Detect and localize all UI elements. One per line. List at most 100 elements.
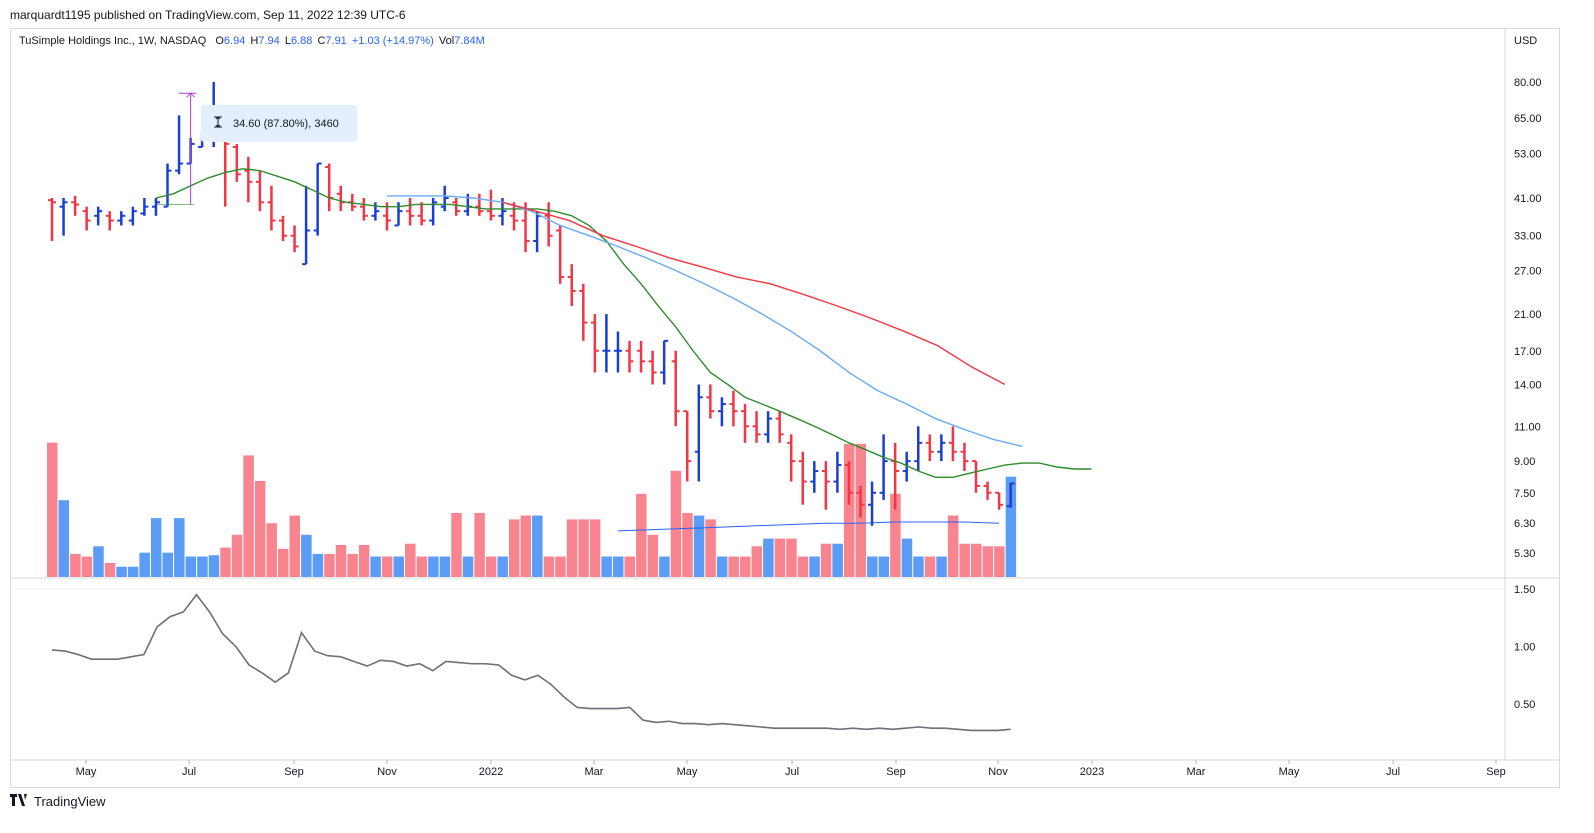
- price-tick-label: 9.00: [1514, 456, 1535, 468]
- volume-bar: [774, 538, 786, 577]
- time-axis-label: Jul: [785, 766, 799, 778]
- volume-bar: [890, 493, 901, 577]
- volume-bar: [959, 543, 970, 577]
- volume-label: Vol: [438, 35, 455, 47]
- indicator-tick-label: 1.00: [1514, 642, 1535, 654]
- measure-range-icon: [213, 116, 223, 131]
- volume-bar: [832, 543, 843, 577]
- volume-bar: [127, 566, 139, 577]
- indicator-tick-label: 1.50: [1514, 584, 1535, 596]
- volume-bar: [116, 566, 127, 577]
- volume-bar: [566, 519, 578, 577]
- volume-bar: [740, 556, 751, 577]
- price-tick-label: 33.00: [1514, 231, 1542, 243]
- low-value: 6.88: [290, 35, 313, 47]
- volume-bar: [751, 546, 763, 577]
- price-tick-label: 14.00: [1514, 379, 1542, 391]
- time-axis-label: Sep: [1486, 766, 1506, 778]
- time-axis-label: Sep: [284, 766, 304, 778]
- volume-bar: [520, 515, 532, 577]
- time-axis-label: Mar: [585, 766, 604, 778]
- volume-ma-line: [617, 521, 1000, 532]
- volume-bar: [162, 552, 173, 577]
- volume-bar: [971, 543, 982, 577]
- volume-bar: [670, 470, 682, 577]
- volume-bar: [243, 455, 254, 577]
- volume-bar: [578, 519, 589, 577]
- volume-bar: [474, 513, 485, 577]
- volume-bar: [901, 538, 913, 577]
- volume-bar: [104, 562, 116, 577]
- time-axis-label: May: [76, 766, 97, 778]
- volume-bar: [994, 546, 1005, 577]
- volume-bar: [185, 556, 197, 577]
- volume-bar: [936, 556, 947, 577]
- volume-bar: [878, 556, 890, 577]
- volume-bar: [266, 523, 277, 577]
- volume-bar: [763, 538, 774, 577]
- volume-bar: [58, 500, 70, 577]
- price-tick-label: 65.00: [1514, 113, 1542, 125]
- volume-bar: [532, 515, 543, 577]
- volume-value: 7.84M: [454, 35, 485, 47]
- volume-bar: [728, 556, 739, 577]
- volume-bar: [786, 538, 797, 577]
- volume-bar: [636, 493, 647, 577]
- price-tick-label: 80.00: [1514, 77, 1542, 89]
- volume-bar: [139, 552, 150, 577]
- volume-bar: [370, 556, 381, 577]
- volume-bar: [47, 442, 58, 577]
- symbol-name[interactable]: TuSimple Holdings Inc., 1W, NASDAQ: [19, 35, 207, 47]
- time-axis-label: Jul: [182, 766, 196, 778]
- volume-bar: [924, 556, 936, 577]
- volume-bar: [601, 556, 612, 577]
- volume-bar: [509, 519, 520, 577]
- time-axis-label: 2022: [479, 766, 503, 778]
- volume-bar: [358, 545, 370, 577]
- ma-red-line: [502, 201, 1006, 386]
- volume-bar: [393, 556, 404, 577]
- close-label: C: [317, 35, 326, 47]
- change-value: +1.03 (+14.97%): [351, 35, 434, 47]
- volume-bar: [150, 518, 162, 577]
- price-tick-label: 53.00: [1514, 148, 1542, 160]
- volume-bar: [289, 515, 301, 577]
- volume-bar: [982, 546, 994, 577]
- volume-bar: [381, 556, 393, 577]
- time-axis-label: 2023: [1080, 766, 1104, 778]
- volume-bar: [682, 513, 693, 577]
- symbol-legend: TuSimple Holdings Inc., 1W, NASDAQ O6.94…: [19, 35, 485, 47]
- volume-bar: [589, 519, 601, 577]
- measure-tooltip-text: 34.60 (87.80%), 3460: [233, 117, 339, 130]
- price-tick-label: 6.30: [1514, 518, 1535, 530]
- price-tick-label: 5.30: [1514, 548, 1535, 560]
- volume-bar: [451, 513, 462, 577]
- open-value: 6.94: [223, 35, 246, 47]
- volume-bar: [705, 519, 716, 577]
- price-tick-label: 11.00: [1514, 421, 1541, 433]
- volume-bar: [647, 534, 659, 577]
- price-tick-label: 41.00: [1514, 193, 1542, 205]
- volume-bar: [254, 481, 266, 577]
- indicator-line: [51, 593, 1011, 732]
- chart-frame: [10, 28, 1560, 788]
- volume-bar: [485, 556, 497, 577]
- open-label: O: [215, 35, 224, 47]
- high-label: H: [250, 35, 259, 47]
- time-axis-label: Mar: [1187, 766, 1206, 778]
- volume-bar: [809, 556, 820, 577]
- volume-bar: [947, 515, 959, 577]
- footer-brand[interactable]: TradingView: [10, 794, 106, 809]
- volume-bar: [197, 556, 208, 577]
- price-tick-label: 21.00: [1514, 309, 1542, 321]
- time-axis-label: Nov: [988, 766, 1008, 778]
- volume-bar: [543, 556, 555, 577]
- volume-bar: [208, 555, 220, 577]
- volume-bar: [70, 553, 81, 577]
- tradingview-logo-icon: [10, 794, 30, 809]
- low-label: L: [284, 35, 291, 47]
- volume-bar: [497, 556, 508, 577]
- volume-bar: [405, 543, 416, 577]
- volume-bar: [555, 556, 566, 577]
